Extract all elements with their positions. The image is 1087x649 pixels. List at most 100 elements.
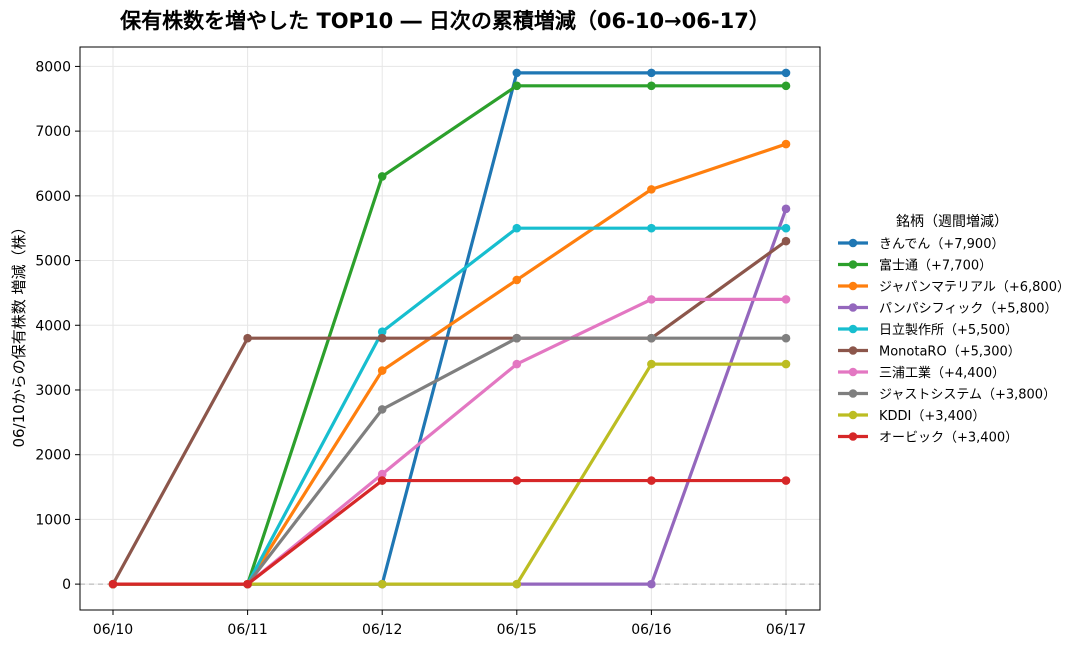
legend-label: 富士通（+7,700） (879, 258, 992, 274)
data-point (108, 579, 118, 589)
x-tick-label: 06/11 (227, 622, 267, 638)
legend-item: ジャストシステム（+3,800） (838, 388, 1056, 403)
series-line (111, 478, 788, 586)
data-point (781, 223, 791, 233)
series-8 (108, 359, 791, 589)
y-tick-label: 3000 (35, 383, 71, 399)
series-9 (108, 476, 791, 589)
legend-swatch-marker (848, 238, 858, 248)
data-point (781, 295, 791, 304)
legend-item: ジャパンマテリアル（+6,800） (838, 280, 1070, 295)
data-point (647, 68, 656, 78)
y-axis: 0 1000 2000 3000 4000 5000 6000 7000 8000 (35, 59, 80, 593)
legend-item: 日立製作所（+5,500） (838, 323, 1018, 338)
legend-swatch-marker (848, 389, 858, 398)
legend-label: オービック（+3,400） (879, 431, 1018, 446)
series-line (111, 226, 788, 586)
legend-swatch-marker (848, 367, 858, 377)
data-point (512, 68, 522, 78)
x-tick-label: 06/10 (93, 622, 133, 638)
data-point (377, 172, 387, 181)
series-line (111, 239, 788, 586)
series-1 (108, 81, 791, 589)
legend-swatch-marker (848, 324, 858, 334)
data-point (512, 81, 522, 91)
legend-label: 日立製作所（+5,500） (879, 323, 1018, 338)
data-point (377, 476, 387, 485)
data-point (377, 327, 387, 337)
data-point (647, 185, 656, 194)
data-point (781, 359, 791, 369)
data-point (512, 223, 522, 233)
data-point (377, 469, 387, 479)
y-tick-label: 7000 (35, 124, 71, 140)
y-tick-label: 4000 (35, 318, 71, 334)
legend-label: パンパシフィック（+5,800） (879, 302, 1058, 317)
data-point (781, 81, 791, 91)
legend-label: KDDI（+3,400） (879, 409, 986, 424)
legend-swatch-marker (848, 432, 858, 441)
data-point (781, 139, 791, 149)
series-5 (108, 236, 791, 589)
data-point (647, 295, 656, 304)
legend-label: MonotaRO（+5,300） (879, 345, 1021, 360)
series-line (111, 71, 788, 586)
legend-swatch-marker (848, 303, 858, 312)
legend-item: きんでん（+7,900） (838, 237, 1004, 252)
data-point (781, 333, 791, 343)
y-tick-label: 8000 (35, 59, 71, 75)
legend-swatch-marker (848, 410, 858, 420)
legend-label: きんでん（+7,900） (879, 237, 1004, 252)
legend-item: 三浦工業（+4,400） (838, 365, 1005, 381)
data-point (377, 579, 387, 589)
data-point (377, 366, 387, 375)
x-tick-label: 06/17 (766, 622, 806, 638)
plot-frame (79, 46, 821, 611)
x-axis: 06/10 06/11 06/12 06/15 06/16 06/17 (93, 610, 806, 638)
series-line (111, 84, 788, 586)
data-point (243, 333, 252, 343)
series-layer (108, 68, 791, 589)
legend-item: KDDI（+3,400） (838, 409, 986, 424)
data-point (512, 333, 522, 343)
data-point (647, 223, 656, 233)
y-tick-label: 1000 (35, 512, 71, 528)
data-point (512, 579, 522, 589)
x-tick-label: 06/16 (631, 622, 671, 638)
data-point (512, 275, 522, 285)
legend: 銘柄（週間増減） きんでん（+7,900） 富士通（+7,700） ジャパンマテリア… (838, 213, 1070, 446)
y-tick-label: 0 (62, 577, 71, 593)
series-3 (108, 204, 791, 589)
series-line (111, 336, 788, 586)
legend-item: オービック（+3,400） (838, 431, 1018, 446)
legend-label: 三浦工業（+4,400） (879, 365, 1005, 381)
legend-swatch-marker (848, 260, 858, 269)
y-tick-label: 2000 (35, 448, 71, 464)
legend-title: 銘柄（週間増減） (896, 213, 1008, 230)
legend-label: ジャパンマテリアル（+6,800） (879, 280, 1070, 295)
data-point (647, 579, 656, 589)
data-point (647, 81, 656, 91)
data-point (512, 476, 522, 485)
series-0 (108, 68, 791, 589)
x-tick-label: 06/12 (362, 622, 402, 638)
data-point (781, 68, 791, 78)
data-point (781, 236, 791, 246)
data-point (243, 579, 252, 589)
legend-item: MonotaRO（+5,300） (838, 345, 1021, 360)
data-point (781, 476, 791, 485)
data-point (377, 405, 387, 414)
x-tick-label: 06/15 (497, 622, 537, 638)
legend-swatch-marker (848, 281, 858, 291)
data-point (512, 359, 522, 369)
legend-item: パンパシフィック（+5,800） (838, 302, 1058, 317)
data-point (647, 476, 656, 485)
series-7 (108, 333, 791, 589)
data-point (647, 359, 656, 369)
y-tick-label: 6000 (35, 189, 71, 205)
y-tick-label: 5000 (35, 254, 71, 270)
legend-label: ジャストシステム（+3,800） (879, 388, 1056, 403)
data-point (781, 204, 791, 214)
y-axis-label: 06/10からの保有株数 増減（株） (10, 220, 28, 448)
legend-item: 富士通（+7,700） (838, 258, 992, 274)
